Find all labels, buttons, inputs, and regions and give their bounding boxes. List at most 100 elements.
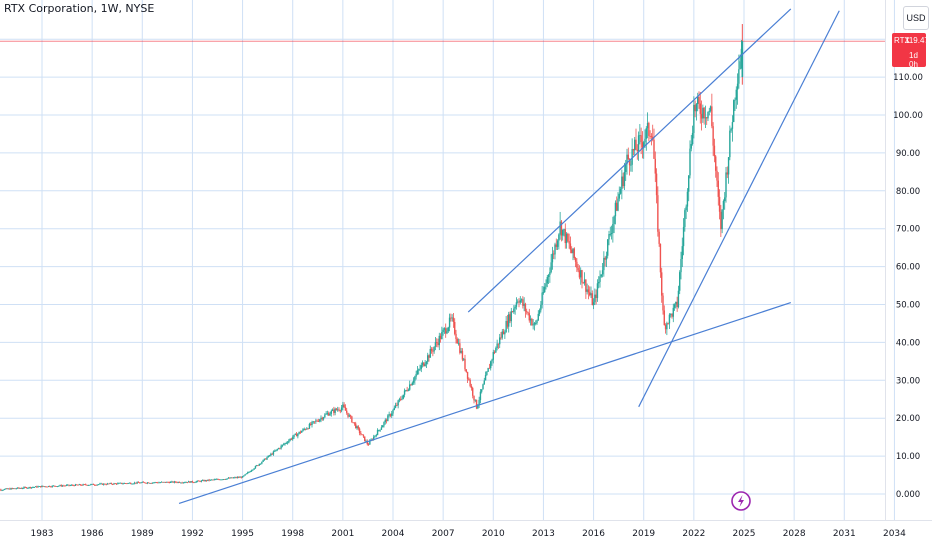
candle-body [229, 477, 231, 479]
candle-body [411, 382, 413, 386]
candle-body [574, 258, 577, 262]
y-axis[interactable]: 0.000 10.00 20.00 30.00 40.00 50.00 60.00 70.00… [893, 73, 923, 500]
trendline[interactable] [467, 8, 792, 313]
candle-body [594, 294, 596, 303]
candle-body [60, 485, 62, 487]
chart-title: RTX Corporation, 1W, NYSE [4, 2, 155, 15]
candle-body [385, 419, 388, 422]
candle-body [549, 272, 551, 276]
candle-body [358, 428, 361, 434]
candle-body [144, 482, 146, 484]
trendlines[interactable] [178, 8, 840, 505]
candle-body [376, 430, 379, 436]
candle-body [361, 434, 363, 436]
candle-body [261, 461, 263, 464]
candle-body [511, 311, 514, 313]
x-tick-label: 1998 [281, 529, 304, 539]
candle-body [128, 482, 131, 484]
candle-body [639, 135, 641, 137]
candle-body [310, 423, 312, 426]
trendline[interactable] [178, 302, 791, 505]
candle-body [18, 487, 20, 489]
candle-body [551, 253, 554, 263]
candle-body [517, 301, 519, 303]
candle-body [664, 325, 667, 330]
candle-body [587, 289, 590, 293]
candle-body [383, 422, 385, 426]
x-axis[interactable]: 1983 1986 1989 1992 1995 1998 2001 2004 2007 2010… [31, 529, 907, 539]
candle-body [253, 468, 255, 470]
candle-body [472, 388, 474, 396]
candle-body [477, 404, 479, 409]
candle-body [672, 307, 674, 317]
candle-body [347, 412, 349, 417]
candle-body [691, 132, 694, 145]
candle-body [333, 409, 335, 413]
candle-body [214, 479, 217, 481]
candle-body [475, 399, 478, 409]
candle-body [577, 267, 579, 271]
lightning-icon[interactable] [731, 491, 751, 511]
candle-body [50, 486, 52, 488]
candle-body [86, 484, 88, 486]
candle-body [619, 189, 622, 194]
candle-body [254, 466, 257, 469]
candle-body [513, 308, 515, 313]
candle-body [727, 157, 730, 175]
candle-body [211, 479, 213, 481]
candle-body [717, 180, 719, 197]
candle-body [322, 417, 325, 420]
candle-body [289, 438, 291, 441]
y-tick-label: 0.000 [896, 490, 920, 500]
candle-body [519, 300, 521, 303]
candle-body [418, 369, 420, 371]
candle-body [479, 391, 482, 400]
candle-body [33, 487, 35, 488]
candle-body [331, 409, 334, 411]
candle-body [735, 89, 737, 100]
candle-body [154, 482, 156, 483]
candle-body [36, 486, 38, 488]
candle-body [465, 369, 467, 372]
candle-body [397, 400, 399, 406]
candle-body [733, 100, 735, 123]
candle-body [91, 483, 93, 485]
trendline[interactable] [638, 10, 840, 408]
candle-body [382, 425, 384, 428]
candle-body [716, 170, 718, 181]
candle-body [244, 474, 246, 476]
candle-body [447, 327, 449, 332]
candle-body [63, 485, 65, 487]
candle-body [131, 483, 133, 485]
candle-body [634, 139, 636, 151]
candle-body [68, 484, 70, 486]
candle-body [686, 191, 689, 207]
candle-body [316, 420, 318, 422]
candle-body [741, 41, 744, 78]
candle-body [162, 481, 164, 483]
candle-body [74, 484, 77, 486]
candle-body [299, 431, 302, 433]
candle-body [6, 488, 8, 490]
candle-body [428, 355, 430, 358]
candle-body [76, 484, 78, 486]
candle-body [54, 485, 56, 487]
candle-body [648, 122, 650, 136]
candle-body [434, 342, 437, 347]
candle-body [459, 343, 461, 353]
candle-body [130, 482, 132, 484]
candle-body [662, 295, 664, 311]
candle-body [185, 482, 187, 483]
candle-body [675, 301, 677, 305]
currency-button[interactable]: USD [903, 6, 929, 30]
candle-body [522, 299, 524, 306]
candle-body [103, 483, 105, 485]
candle-body [79, 484, 82, 486]
candle-body [225, 479, 227, 481]
candle-body [667, 323, 669, 325]
candle-body [409, 384, 411, 390]
candle-body [616, 202, 618, 211]
candle-body [496, 343, 498, 349]
candle-body [279, 448, 281, 449]
